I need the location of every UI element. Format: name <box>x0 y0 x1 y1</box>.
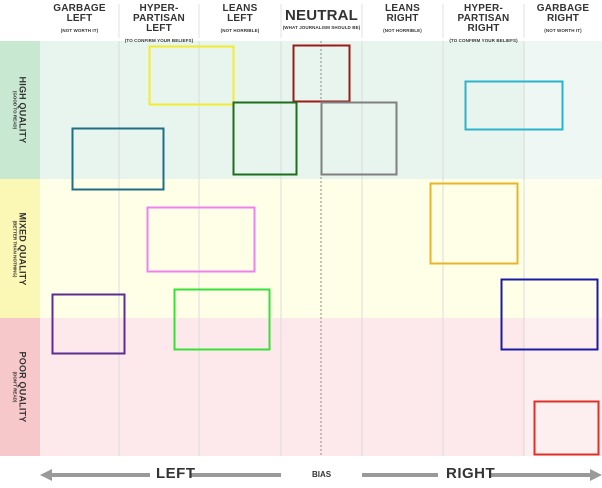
column-header-neutral: NEUTRAL (WHAT JOURNALISM SHOULD BE) <box>281 8 362 33</box>
box-pink[interactable] <box>146 206 256 273</box>
box-blue[interactable] <box>500 278 599 351</box>
column-subtitle: (TO CONFIRM YOUR BELIEFS) <box>449 38 518 43</box>
column-subtitle: (NOT HORRIBLE) <box>383 28 422 33</box>
column-header-garbage-right: GARBAGE RIGHT (NOT WORTH IT) <box>524 4 602 36</box>
row-label-text: MIXED QUALITY (BETTER THAN NOTHING) <box>13 212 28 285</box>
header-separators <box>118 4 525 38</box>
column-header-hyper-partisan-right: HYPER-PARTISAN RIGHT (TO CONFIRM YOUR BE… <box>443 4 524 46</box>
axis-bias-label: BIAS <box>311 470 332 479</box>
axis-right-label: RIGHT <box>446 465 496 482</box>
column-title: GARBAGE RIGHT <box>536 3 590 24</box>
row-poor-band <box>0 318 40 456</box>
right-arrow-tail <box>362 473 438 477</box>
axis-left-label: LEFT <box>156 465 196 482</box>
box-dark-green[interactable] <box>232 101 298 176</box>
box-cyan[interactable] <box>464 80 564 131</box>
row-label-poor-quality: POOR QUALITY (DON'T READ) <box>0 318 40 456</box>
column-subtitle: (NOT WORTH IT) <box>544 28 582 33</box>
row-label-high-quality: HIGH QUALITY (GOOD TO READ) <box>0 41 40 179</box>
column-title: LEANS LEFT <box>222 3 258 24</box>
row-title: HIGH QUALITY <box>17 76 28 144</box>
column-header-hyper-partisan-left: HYPER-PARTISAN LEFT (TO CONFIRM YOUR BEL… <box>119 4 199 46</box>
column-title: GARBAGE LEFT <box>53 3 106 24</box>
row-title: POOR QUALITY <box>17 351 28 423</box>
row-title: MIXED QUALITY <box>17 211 28 286</box>
box-gray[interactable] <box>320 101 398 176</box>
column-title: HYPER-PARTISAN RIGHT <box>457 3 510 34</box>
row-mixed-band <box>0 179 40 318</box>
box-yellow[interactable] <box>148 45 235 106</box>
row-label-mixed-quality: MIXED QUALITY (BETTER THAN NOTHING) <box>0 179 40 318</box>
right-arrow <box>490 469 602 481</box>
column-header-leans-left: LEANS LEFT (NOT HORRIBLE) <box>199 4 281 36</box>
column-title: LEANS RIGHT <box>385 3 420 24</box>
box-purple[interactable] <box>51 293 126 355</box>
column-subtitle: (NOT HORRIBLE) <box>220 28 260 33</box>
row-label-text: HIGH QUALITY (GOOD TO READ) <box>13 77 28 144</box>
column-subtitle: (NOT WORTH IT) <box>60 28 99 33</box>
column-header-leans-right: LEANS RIGHT (NOT HORRIBLE) <box>362 4 443 36</box>
row-label-text: POOR QUALITY (DON'T READ) <box>13 352 28 423</box>
column-header-garbage-left: GARBAGE LEFT (NOT WORTH IT) <box>40 4 119 36</box>
box-red[interactable] <box>533 400 600 456</box>
column-title: HYPER-PARTISAN LEFT <box>133 3 185 34</box>
left-arrow <box>40 469 150 481</box>
column-subtitle: (WHAT JOURNALISM SHOULD BE) <box>282 25 361 30</box>
row-subtitle: (BETTER THAN NOTHING) <box>12 220 18 277</box>
row-high-band <box>0 41 40 179</box>
column-gridlines <box>118 41 525 456</box>
box-teal[interactable] <box>71 127 165 191</box>
box-orange[interactable] <box>429 182 519 265</box>
box-green[interactable] <box>173 288 271 351</box>
left-arrow-tail <box>191 473 281 477</box>
column-title: NEUTRAL <box>284 7 359 24</box>
column-subtitle: (TO CONFIRM YOUR BELIEFS) <box>124 38 194 43</box>
